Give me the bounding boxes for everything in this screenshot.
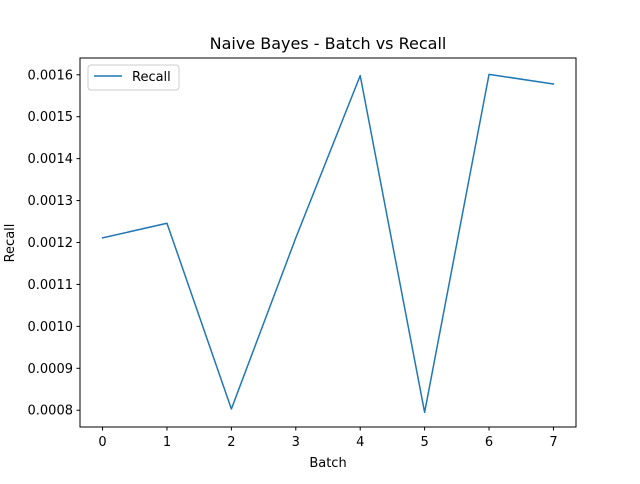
y-tick-label: 0.0010 [28, 320, 74, 335]
y-tick-label: 0.0008 [28, 404, 74, 419]
x-tick-label: 4 [356, 435, 364, 450]
legend: Recall [88, 65, 179, 90]
y-tick-label: 0.0012 [28, 236, 74, 251]
series-layer [103, 74, 554, 412]
x-tick-label: 0 [98, 435, 106, 450]
x-tick-label: 5 [420, 435, 428, 450]
chart-title: Naive Bayes - Batch vs Recall [210, 34, 447, 53]
y-tick-label: 0.0014 [28, 152, 74, 167]
y-tick-label: 0.0016 [28, 68, 74, 83]
plot-frame [80, 58, 576, 427]
x-axis-ticks: 0 1 2 3 4 5 6 7 [98, 427, 557, 450]
y-tick-label: 0.0009 [28, 362, 74, 377]
x-tick-label: 7 [549, 435, 557, 450]
x-axis-label: Batch [309, 456, 346, 471]
x-tick-label: 1 [163, 435, 171, 450]
legend-label-recall: Recall [132, 70, 171, 85]
series-line-recall [103, 74, 554, 412]
y-tick-label: 0.0013 [28, 194, 74, 209]
y-axis-ticks: 0.0008 0.0009 0.0010 0.0011 0.0012 0.0013 0.00… [28, 68, 81, 418]
y-tick-label: 0.0011 [28, 278, 74, 293]
x-tick-label: 2 [227, 435, 235, 450]
x-tick-label: 3 [292, 435, 300, 450]
x-tick-label: 6 [485, 435, 493, 450]
y-axis-label: Recall [3, 224, 18, 263]
y-tick-label: 0.0015 [28, 110, 74, 125]
